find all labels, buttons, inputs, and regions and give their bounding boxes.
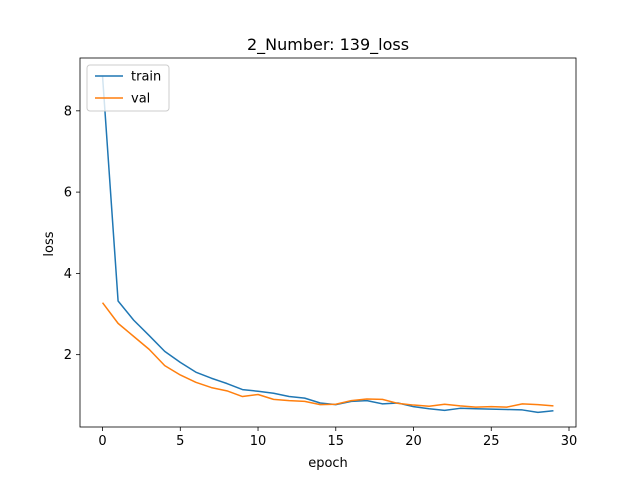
x-tick-label-20: 20 [405, 434, 422, 449]
legend-label-val: val [131, 92, 150, 107]
plot-area: 0 5 10 15 20 25 30 2 4 6 8 train val [64, 57, 578, 449]
x-tick-label-0: 0 [98, 434, 106, 449]
plot-frame [79, 57, 577, 428]
y-axis-label: loss [42, 231, 57, 256]
legend-label-train: train [131, 70, 161, 85]
y-tick-label-4: 4 [64, 267, 72, 282]
y-tick-label-6: 6 [64, 186, 72, 201]
chart-title: 2_Number: 139_loss [247, 35, 409, 55]
y-tick-label-8: 8 [64, 104, 72, 119]
x-tick-label-15: 15 [328, 434, 345, 449]
x-tick-label-5: 5 [176, 434, 184, 449]
x-tick-label-25: 25 [483, 434, 500, 449]
x-axis-label: epoch [308, 456, 348, 471]
series-line-train [101, 76, 554, 414]
series-line-val [101, 302, 554, 408]
y-tick-label-2: 2 [64, 348, 72, 363]
x-tick-label-10: 10 [250, 434, 267, 449]
x-tick-label-30: 30 [561, 434, 578, 449]
